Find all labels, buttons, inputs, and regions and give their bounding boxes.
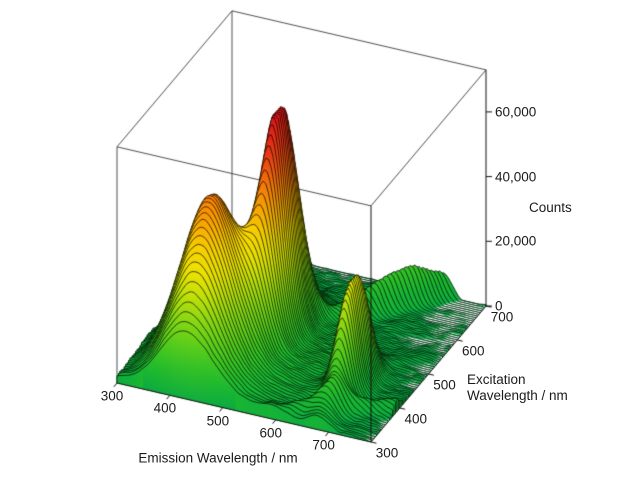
eem-3d-surface-plot: Emission Wavelength / nm Excitation Wave…: [0, 0, 640, 480]
surface-plot-canvas: [0, 0, 640, 480]
